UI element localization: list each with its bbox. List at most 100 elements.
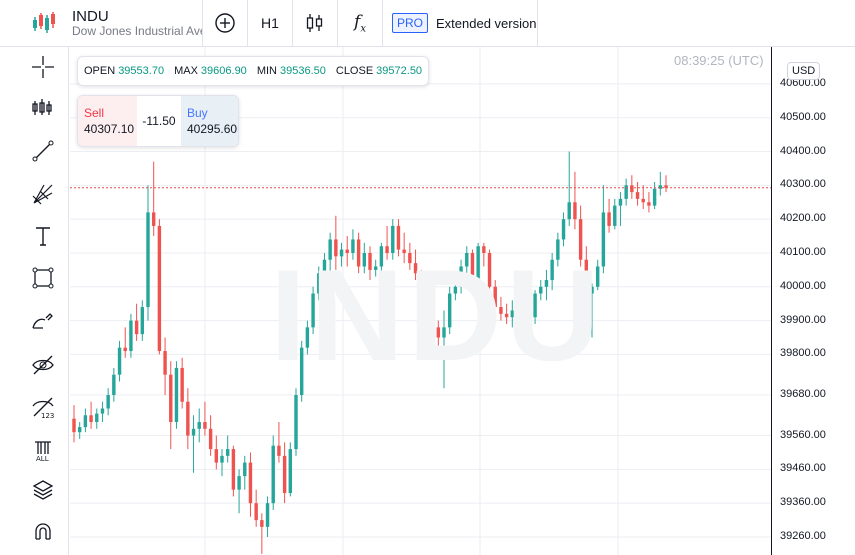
indicators-button[interactable]: fx [337,0,382,46]
candle [459,259,463,294]
price-tick-label: 40200.00 [780,212,826,225]
candle [208,415,213,456]
currency-label[interactable]: USD [787,62,821,80]
price-tick-label: 39360.00 [780,496,826,509]
candle [607,198,611,233]
candle [379,242,384,274]
candle [618,192,623,226]
candle [157,219,162,355]
candle [652,181,657,210]
price-tick-label: 40100.00 [780,245,826,258]
eye-ruler-icon: 123 [32,397,54,420]
drawing-toolbar: 123 ALL [0,47,69,555]
price-axis[interactable]: 40600.00 40500.00 40400.00 40300.00 40200.00… [771,47,855,555]
candle [584,246,589,301]
candle [550,252,554,291]
candle [146,185,150,321]
candle [413,249,418,281]
candle [368,246,372,281]
candle [516,307,520,328]
brush-icon [32,313,53,329]
sell-button[interactable]: Sell 40307.10 [78,96,137,146]
brush-tool[interactable] [28,306,58,336]
candle [197,408,201,443]
candle [373,259,378,277]
price-tick-label: 39560.00 [780,428,826,441]
candle [396,219,401,257]
candle [647,192,651,213]
candle [225,435,230,463]
crosshair-tool[interactable] [28,52,58,82]
candle [573,171,577,230]
candle [299,340,304,402]
candle [322,252,327,287]
timeframe-button[interactable]: H1 [247,0,292,46]
candle [408,242,412,270]
svg-text:ALL: ALL [36,455,49,463]
candle [493,280,497,318]
pro-badge: PRO [392,13,429,33]
candle [351,229,355,260]
hide-measures-tool[interactable]: 123 [28,392,58,422]
layers-tool[interactable] [28,475,58,505]
chart-pane[interactable] [70,47,771,555]
delete-all-tool[interactable]: ALL [28,435,58,465]
min-value: 39536.50 [279,65,326,77]
candle [72,405,76,443]
min-label: MIN [256,65,277,77]
chart-type-button[interactable] [292,0,337,46]
candle [237,469,241,514]
candle [112,367,116,402]
candle [117,340,122,382]
symbol-selector[interactable]: INDU Dow Jones Industrial Average [0,0,202,46]
bars-tool[interactable] [28,93,58,123]
close-value: 39572.50 [376,65,423,77]
candle [504,303,509,324]
buy-price: 40295.60 [187,122,238,136]
max-label: MAX [174,65,198,77]
plus-circle-icon [215,13,235,33]
candle [311,286,315,335]
trend-line-tool[interactable] [28,136,58,166]
candle [163,337,167,395]
hide-drawings-tool[interactable] [28,350,58,380]
fib-fan-tool[interactable] [28,179,58,209]
candle [191,415,196,473]
extended-version-button[interactable]: PRO Extended version [382,0,538,46]
candle [442,310,446,389]
candle [419,269,423,341]
candle [436,320,441,348]
candle [601,185,606,274]
fib-fan-icon [32,184,53,205]
text-tool[interactable] [28,221,58,251]
buy-button[interactable]: Buy 40295.60 [181,96,238,146]
rectangle-tool[interactable] [28,263,58,293]
candle [260,513,264,554]
candle [214,435,219,470]
candle [613,198,617,230]
add-comparison-button[interactable] [202,0,247,46]
candle [151,161,156,237]
candle [106,388,110,416]
candlestick-chart [70,47,771,555]
candle [288,442,293,497]
candle [590,283,594,338]
candle [465,246,469,281]
rectangle-icon [32,267,54,289]
candle [180,357,184,409]
sell-price: 40307.10 [84,122,135,136]
candle [544,269,549,301]
magnet-tool[interactable] [28,517,58,547]
price-tick-label: 39260.00 [780,530,826,542]
candle [527,310,532,335]
candle [487,249,492,294]
server-time: 08:39:25 (UTC) [674,53,764,68]
candle [243,455,247,490]
price-tick-label: 39460.00 [780,462,826,475]
svg-text:123: 123 [41,412,54,420]
candle [539,280,543,301]
candle [578,205,583,267]
candle [533,290,537,324]
candle [521,313,526,331]
candle [476,242,480,287]
